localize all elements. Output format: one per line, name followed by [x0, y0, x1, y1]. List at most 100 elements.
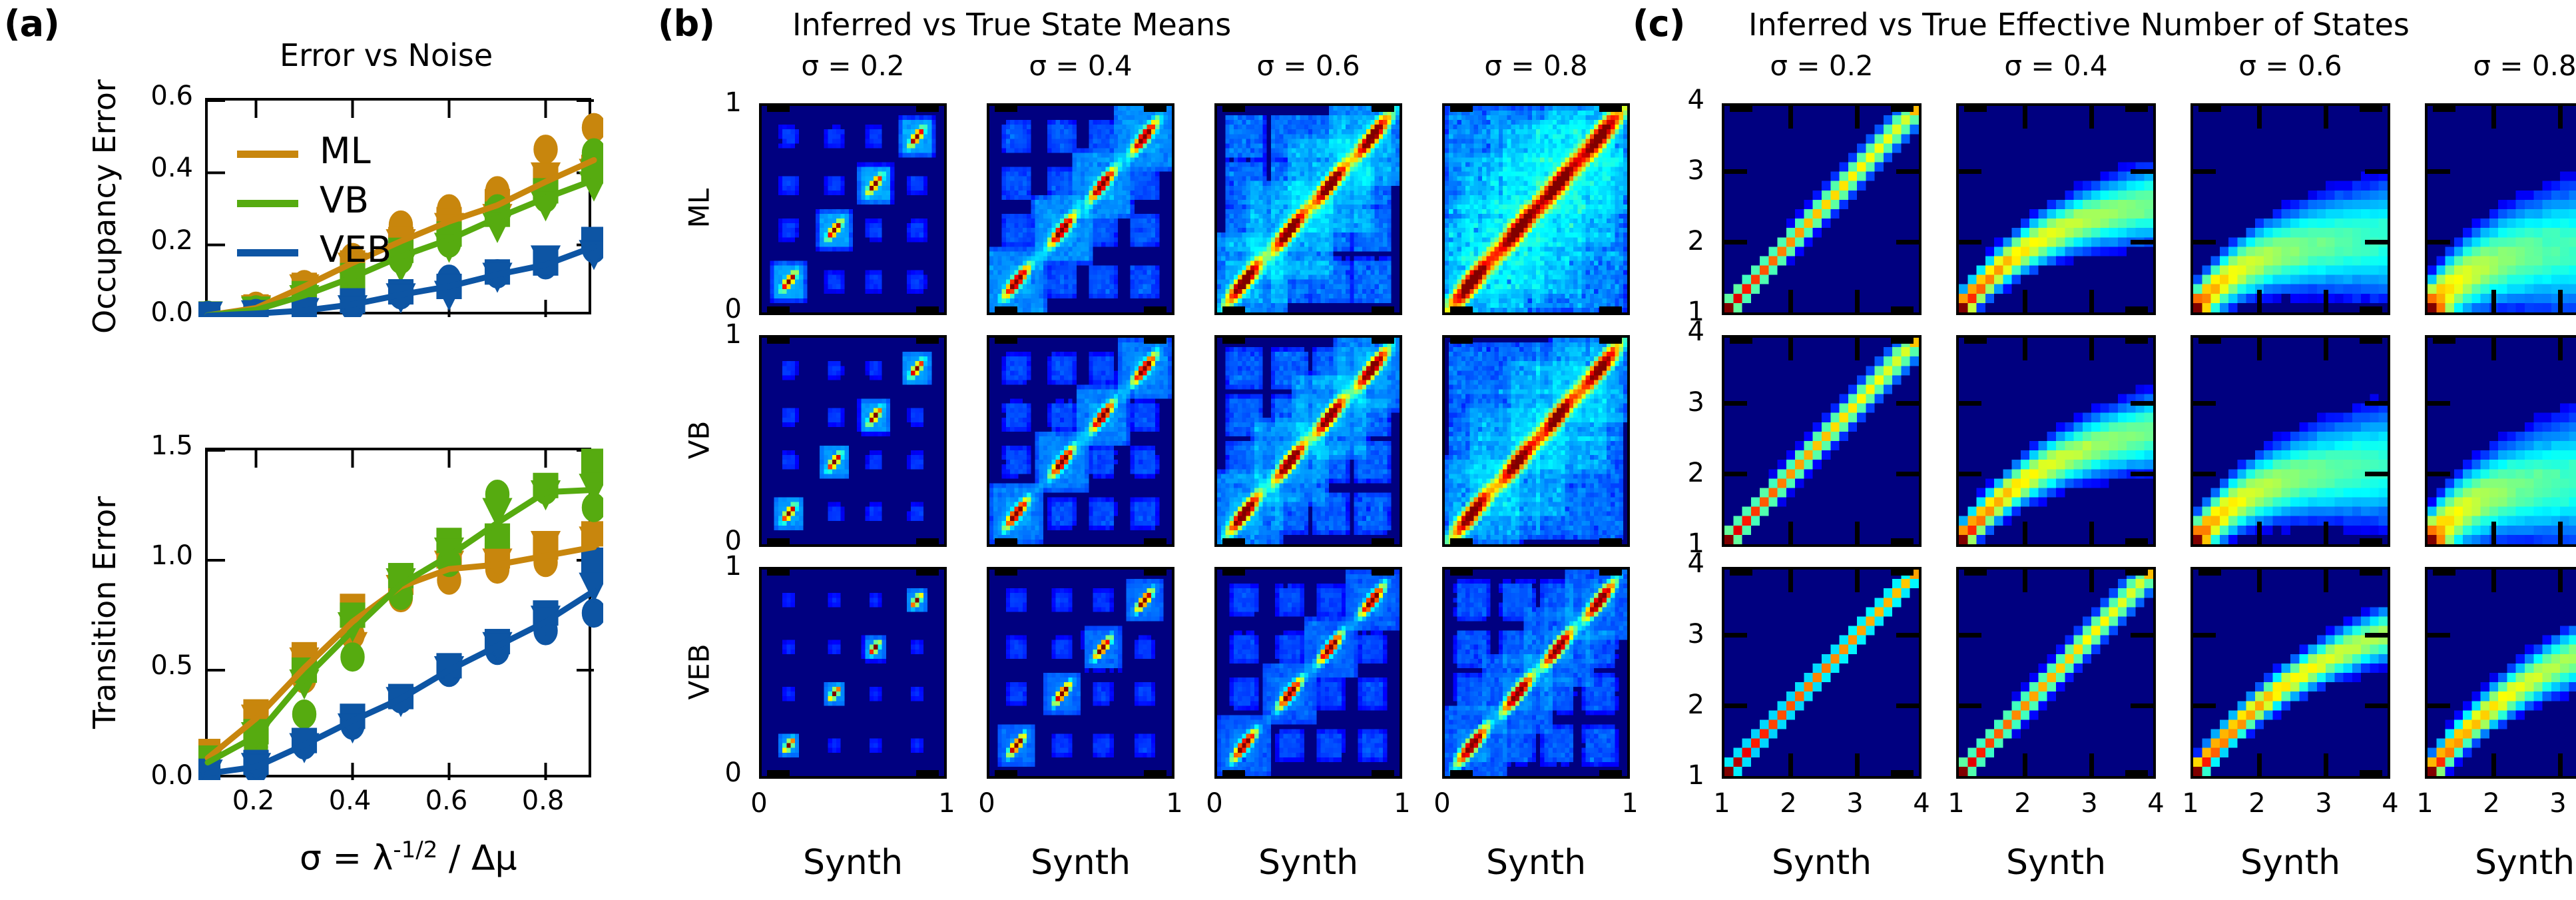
tick-tl	[767, 338, 790, 344]
legend-swatch-VB	[237, 200, 298, 207]
tick-x-top-1	[2257, 338, 2262, 360]
tick-y-2	[1724, 240, 1747, 244]
tick-tl	[1222, 106, 1245, 112]
tick-bl	[1450, 770, 1473, 776]
panel-b-xaxis-label-1: Synth	[1030, 843, 1131, 883]
tick-br	[2125, 538, 2148, 544]
tick-y-r-2	[1896, 240, 1919, 244]
tick-tl	[995, 570, 1017, 576]
heatmap-canvas	[1445, 570, 1627, 776]
tick-tr	[1372, 338, 1394, 344]
panel-b-ytick-bottom-2: 0	[724, 757, 742, 788]
tick-x-top-1	[1788, 338, 1793, 360]
panel-b-xtick-0-c2: 0	[1206, 788, 1223, 819]
tick-x-1	[1788, 522, 1793, 544]
panel-c-heatmap-VB-s3	[2190, 335, 2390, 547]
tick-y-3	[2193, 169, 2216, 174]
tick-tl	[1450, 570, 1473, 576]
datapoint-triangle-ML	[530, 530, 561, 562]
heatmap-canvas	[1724, 338, 1919, 544]
tick-br	[916, 538, 939, 544]
tick-y-r-2	[2131, 240, 2153, 244]
tick-x-1	[2023, 290, 2027, 312]
tick-x-top-1	[2023, 338, 2027, 360]
tick-x-2	[2558, 753, 2563, 776]
tick-y-3	[1959, 169, 1981, 174]
heatmap-canvas	[2193, 106, 2388, 312]
panel-c-xaxis-label-1: Synth	[2005, 843, 2107, 883]
tick-bl	[767, 306, 790, 312]
panel-c-xtick-c0-4: 4	[1913, 788, 1930, 819]
panel-c-ytick-VB-2: 2	[1687, 458, 1704, 488]
tick-y-2	[2193, 240, 2216, 244]
heatmap-canvas	[762, 338, 944, 544]
tick-y-r-2	[1896, 472, 1919, 476]
tick-tr	[1599, 570, 1622, 576]
tick-bl	[1450, 306, 1473, 312]
panel-c-ytick-VEB-1: 1	[1687, 760, 1704, 791]
panel-c-heatmap-VEB-s2	[1956, 567, 2156, 779]
tick-y-2	[2193, 703, 2216, 708]
panel-b-row-label-VEB: VEB	[682, 644, 716, 700]
tick-x-2	[2324, 290, 2328, 312]
panel-c-title: Inferred vs True Effective Number of Sta…	[1748, 7, 2410, 43]
tick-tl	[1450, 338, 1473, 344]
panel-c-xtick-c0-3: 3	[1846, 788, 1864, 819]
panel-b-ytick-bottom-0: 0	[724, 294, 742, 324]
tick-x-top-1	[1788, 570, 1793, 592]
tick-br	[2360, 770, 2382, 776]
tick-x-top-2	[2558, 106, 2563, 129]
panel-b-xtick-0-c0: 0	[750, 788, 768, 819]
tick-bl	[1222, 770, 1245, 776]
tick-x-top-2	[1855, 570, 1860, 592]
tick-y-3	[2428, 169, 2450, 174]
panel-b-xtick-1-c1: 1	[1166, 788, 1183, 819]
panel-c-heatmap-ML-s2	[1956, 103, 2156, 315]
tick-x-top-2	[2089, 338, 2094, 360]
tick-y-3	[1724, 633, 1747, 638]
tick-y-2	[2193, 472, 2216, 476]
panel-c-xtick-c3-2: 2	[2483, 788, 2500, 819]
panel-b-heatmap-VB-s2	[987, 335, 1174, 547]
panel-b-heatmap-ML-s3	[1214, 103, 1402, 315]
panel-c-xtick-c2-4: 4	[2382, 788, 2399, 819]
tick-x-top-2	[2089, 106, 2094, 129]
tick-tr	[2125, 338, 2148, 344]
panel-b-ytick-top-0: 1	[724, 87, 742, 118]
tick-y-r-2	[1896, 703, 1919, 708]
transition-ytick-0.5: 0.5	[150, 650, 193, 681]
tick-x-1	[2491, 522, 2496, 544]
panel-c-col-title-1: σ = 0.4	[2004, 49, 2108, 82]
panel-c-col-title-2: σ = 0.6	[2238, 49, 2342, 82]
tick-tl	[1964, 106, 1987, 112]
mean-line-VB	[204, 177, 597, 317]
tick-y-3	[2428, 401, 2450, 406]
tick-tl	[995, 106, 1017, 112]
panel-c-xtick-c2-2: 2	[2248, 788, 2266, 819]
heatmap-canvas	[1217, 106, 1400, 312]
heatmap-canvas	[762, 106, 944, 312]
panel-c-xtick-c2-3: 3	[2315, 788, 2332, 819]
tick-x-1	[2023, 522, 2027, 544]
heatmap-canvas	[1724, 106, 1919, 312]
tick-y-2	[1959, 240, 1981, 244]
tick-tl	[2433, 106, 2455, 112]
tick-y-r-2	[2131, 472, 2153, 476]
panel-c-heatmap-ML-s1	[1722, 103, 1922, 315]
datapoint-circle-VB	[340, 642, 365, 672]
sigma-xtick-0.6: 0.6	[425, 785, 468, 816]
panel-c-ytick-VEB-4: 4	[1687, 548, 1704, 579]
panel-b-xtick-1-c2: 1	[1394, 788, 1411, 819]
tick-br	[2125, 306, 2148, 312]
occupancy-error-axis-label: Occupancy Error	[87, 79, 123, 334]
panel-c-heatmap-VEB-s3	[2190, 567, 2390, 779]
tick-y-r-3	[1896, 633, 1919, 638]
panel-c-xaxis-label-3: Synth	[2474, 843, 2575, 883]
panel-c-col-title-3: σ = 0.8	[2473, 49, 2576, 82]
tick-y-2	[1724, 472, 1747, 476]
tick-br	[916, 306, 939, 312]
tick-tr	[1372, 106, 1394, 112]
tick-tl	[1964, 338, 1987, 344]
tick-tr	[2125, 106, 2148, 112]
tick-y-2	[1959, 472, 1981, 476]
